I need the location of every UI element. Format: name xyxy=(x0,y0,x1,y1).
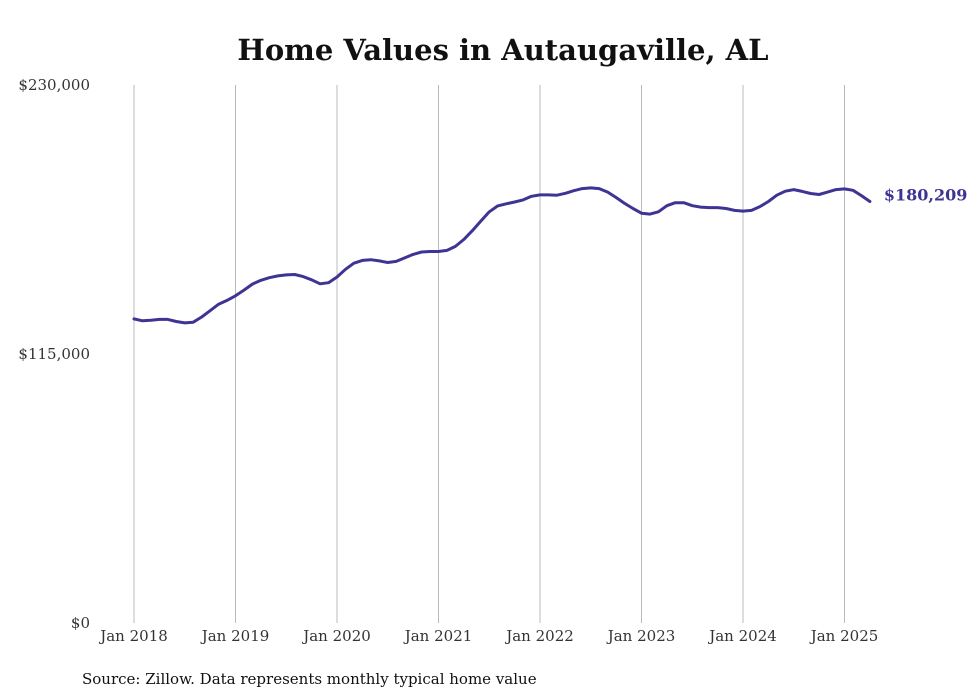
series-line xyxy=(132,186,872,325)
y-tick-label: $115,000 xyxy=(18,345,90,363)
x-tick-label: Jan 2019 xyxy=(200,627,270,645)
x-tick-label: Jan 2018 xyxy=(98,627,168,645)
x-tick-label: Jan 2024 xyxy=(707,627,777,645)
x-tick-label: Jan 2020 xyxy=(301,627,371,645)
y-tick-label: $0 xyxy=(71,614,90,632)
x-tick-label: Jan 2025 xyxy=(809,627,879,645)
end-value-label: $180,209 xyxy=(884,185,968,204)
x-axis: Jan 2018 Jan 2019 Jan 2020 Jan 2021 Jan 2022… xyxy=(98,627,878,645)
y-tick-label: $230,000 xyxy=(18,76,90,94)
source-note: Source: Zillow. Data represents monthly … xyxy=(82,670,537,688)
x-tick-label: Jan 2022 xyxy=(504,627,574,645)
gridlines xyxy=(133,85,845,623)
x-tick-label: Jan 2021 xyxy=(403,627,473,645)
y-axis: $0 $115,000 $230,000 xyxy=(18,76,90,632)
x-tick-label: Jan 2023 xyxy=(606,627,676,645)
chart-title: Home Values in Autaugaville, AL xyxy=(237,33,768,67)
